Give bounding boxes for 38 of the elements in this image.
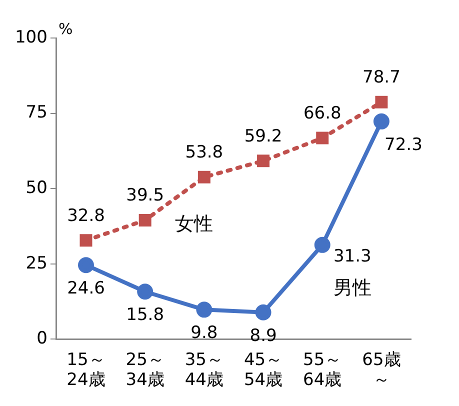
series-label: 男性 — [333, 276, 372, 299]
data-label: 8.9 — [250, 326, 277, 346]
point — [138, 214, 152, 226]
y-tick-label: 100 — [14, 27, 48, 48]
point — [316, 132, 329, 144]
x-tick-label: 35～44歳 — [184, 350, 224, 390]
data-label: 15.8 — [126, 305, 164, 326]
y-tick-label: 25 — [26, 253, 48, 274]
data-label: 9.8 — [190, 323, 218, 344]
data-label: 66.8 — [303, 103, 342, 124]
data-label: 31.3 — [333, 246, 372, 266]
data-label: 59.2 — [244, 126, 282, 146]
point — [80, 234, 92, 247]
x-tick-label: 15～24歳 — [66, 350, 106, 390]
point — [137, 284, 154, 300]
point — [314, 236, 330, 253]
data-label: 72.3 — [384, 134, 422, 155]
data-label: 78.7 — [362, 68, 400, 88]
x-tick-label: 65歳～ — [362, 350, 401, 390]
data-label: 32.8 — [67, 206, 105, 226]
point — [78, 257, 94, 274]
point — [373, 113, 390, 130]
series-label: 女性 — [175, 213, 214, 236]
point — [196, 302, 212, 318]
data-label: 39.5 — [126, 186, 164, 206]
data-label: 53.8 — [185, 142, 224, 163]
y-tick-label: 0 — [36, 328, 48, 349]
data-label: 24.6 — [67, 278, 105, 299]
x-tick-label: 45～54歳 — [244, 350, 283, 390]
point — [257, 154, 270, 168]
x-tick-label: 55～64歳 — [303, 350, 342, 390]
y-tick-label: 50 — [26, 178, 48, 198]
y-tick-label: 75 — [26, 102, 48, 123]
x-tick-label: 25～34歳 — [126, 350, 164, 390]
point — [198, 170, 210, 184]
point — [375, 96, 388, 108]
y-axis-title: % — [58, 20, 73, 38]
point — [255, 304, 272, 320]
